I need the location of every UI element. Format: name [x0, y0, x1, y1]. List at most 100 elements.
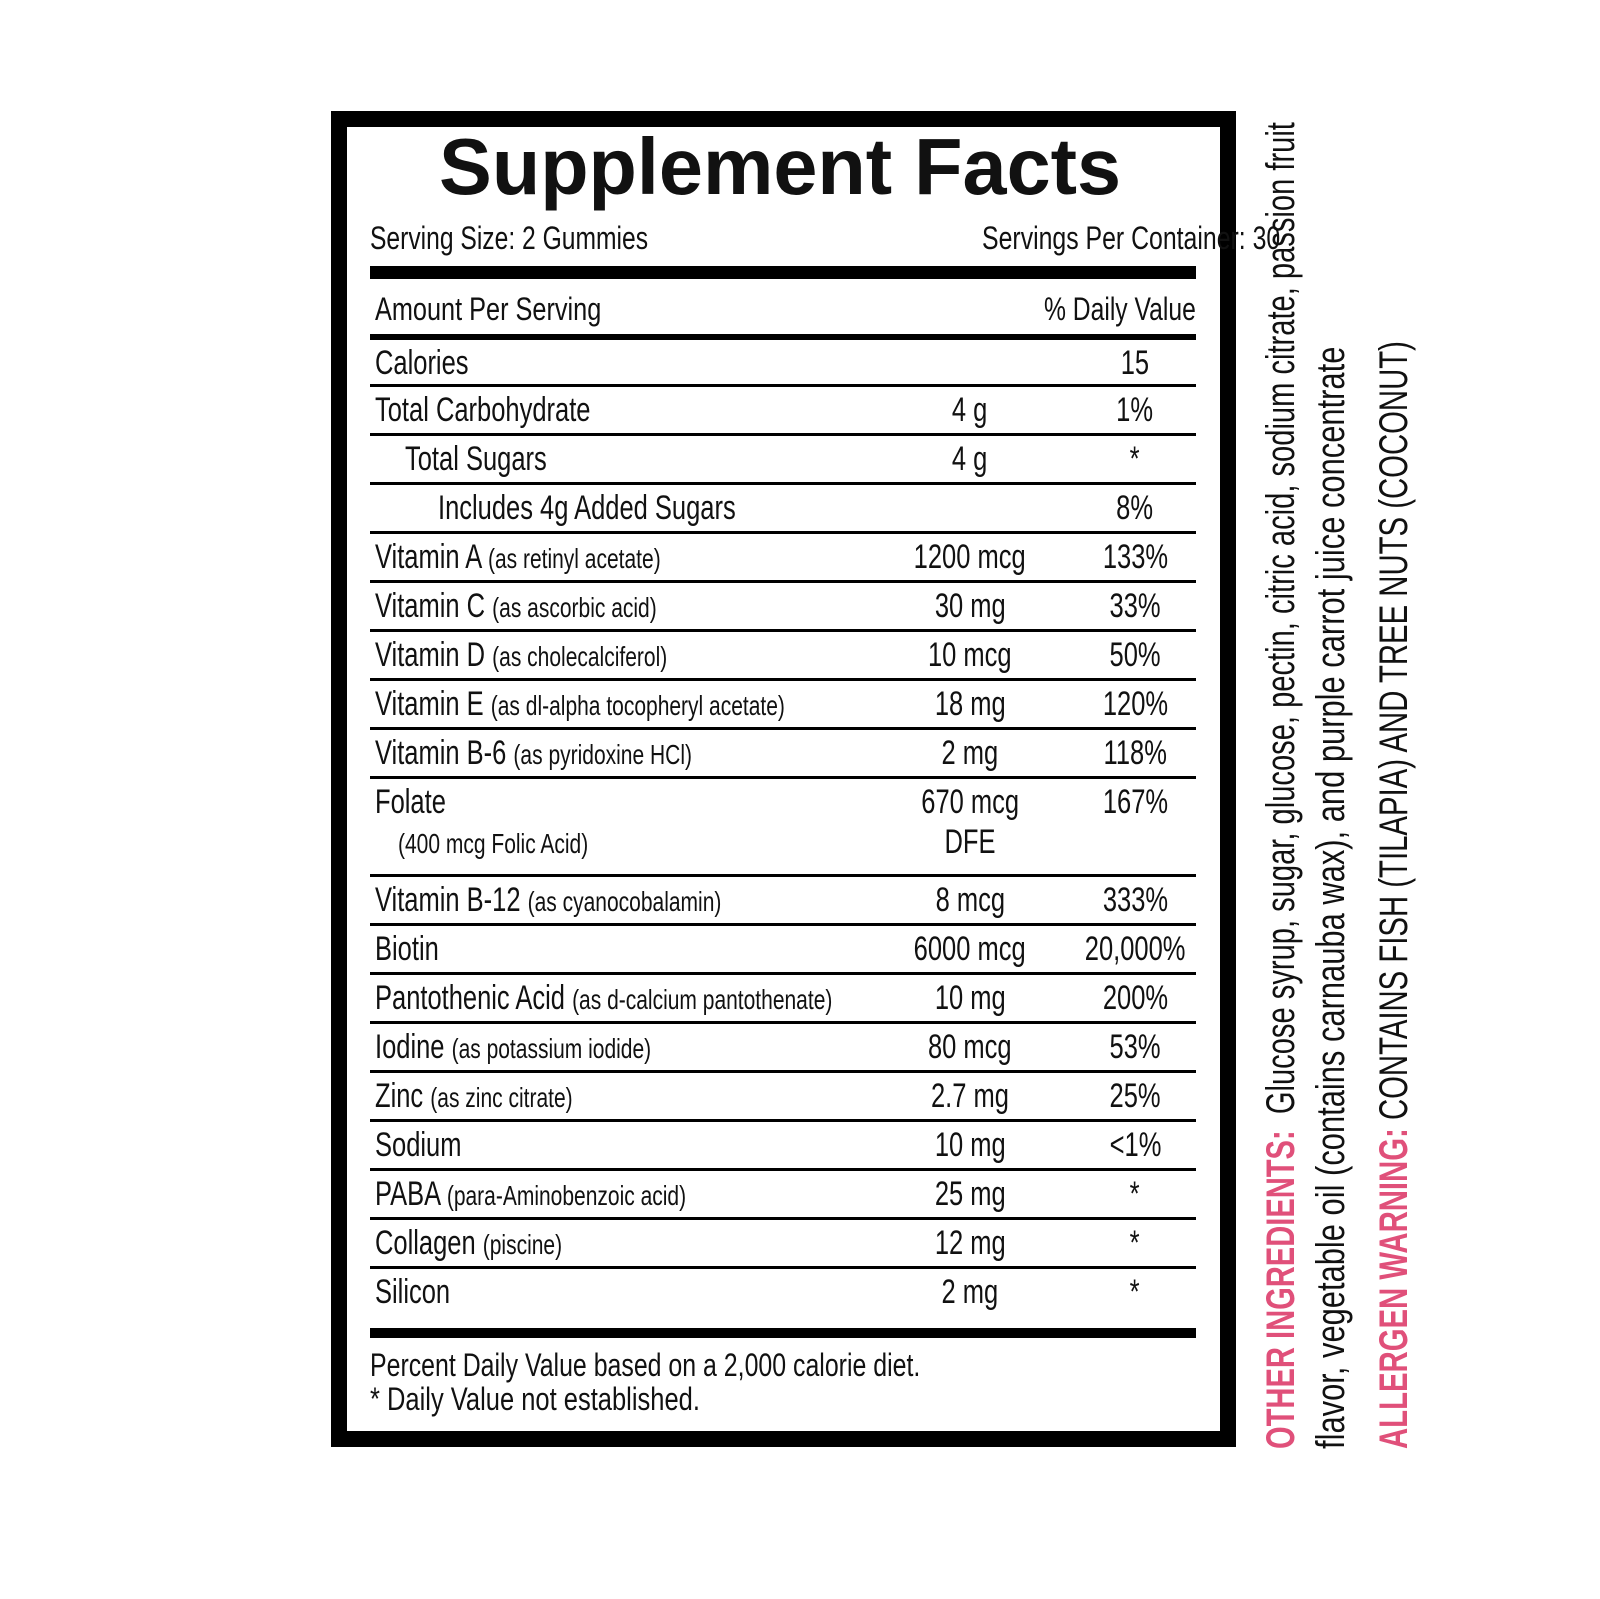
daily-value-percent: 200% — [1102, 979, 1168, 1017]
nutrient-name-text: Vitamin C — [375, 587, 486, 625]
amount-per-serving: 80 mcg — [928, 1028, 1012, 1066]
nutrient-row: Vitamin C (as ascorbic acid) 30 mg 33% — [370, 583, 1196, 632]
other-ingredients-label: OTHER INGREDIENTS: — [1259, 1130, 1303, 1449]
nutrient-row: Folate (400 mcg Folic Acid) 670 mcg DFE 167% — [370, 779, 1196, 877]
nutrient-name: Folate — [375, 782, 446, 822]
nutrient-row: Vitamin D (as cholecalciferol) 10 mcg 50% — [370, 632, 1196, 681]
nutrient-name-text: Silicon — [375, 1273, 451, 1311]
other-ingredients-text-2: flavor, vegetable oil (contains carnauba… — [1309, 346, 1353, 1449]
nutrient-name: Silicon — [375, 1272, 450, 1312]
nutrient-name: Sodium — [375, 1125, 461, 1165]
daily-value-percent: 8% — [1116, 489, 1154, 527]
daily-value-percent: * — [1130, 1224, 1140, 1262]
allergen-warning-text: CONTAINS FISH (TILAPIA) AND TREE NUTS (C… — [1372, 341, 1416, 1121]
nutrient-row: Total Carbohydrate 4 g 1% — [370, 387, 1196, 436]
nutrient-row: Vitamin E (as dl-alpha tocopheryl acetat… — [370, 681, 1196, 730]
nutrient-source: (as pyridoxine HCl) — [513, 739, 692, 770]
nutrient-name-text: Calories — [375, 344, 469, 382]
nutrient-name: Includes 4g Added Sugars — [438, 488, 736, 528]
amount-per-serving: 10 mcg — [928, 636, 1012, 674]
nutrient-source: (400 mcg Folic Acid) — [398, 828, 589, 859]
nutrient-name-text: Vitamin B-6 — [375, 734, 507, 772]
nutrient-name: Total Carbohydrate — [375, 390, 590, 430]
nutrient-name: Collagen (piscine) — [375, 1223, 562, 1265]
panel-title: Supplement Facts — [331, 122, 1236, 212]
daily-value-percent: 120% — [1102, 685, 1168, 723]
amount-per-serving: 1200 mcg — [913, 538, 1026, 576]
daily-value-percent: 133% — [1102, 538, 1168, 576]
amount-per-serving: 2 mg — [941, 734, 999, 772]
nutrient-source: (as ascorbic acid) — [492, 592, 657, 623]
nutrient-name-text: Vitamin A — [375, 538, 481, 576]
nutrient-row: Silicon 2 mg * — [370, 1269, 1196, 1321]
nutrient-source: (para-Aminobenzoic acid) — [446, 1180, 687, 1211]
nutrient-name: Vitamin C (as ascorbic acid) — [375, 586, 657, 628]
other-ingredients-text: Glucose syrup, sugar, glucose, pectin, c… — [1259, 122, 1303, 1115]
daily-value-percent: 333% — [1102, 881, 1168, 919]
nutrient-name-text: Iodine — [375, 1028, 445, 1066]
footnote-1: Percent Daily Value based on a 2,000 cal… — [370, 1347, 921, 1383]
amount-per-serving: 8 mcg — [935, 881, 1005, 919]
amount-per-serving: 4 g — [952, 440, 988, 478]
daily-value-percent: 25% — [1109, 1077, 1161, 1115]
allergen-warning-label: ALLERGEN WARNING: — [1372, 1128, 1416, 1449]
nutrient-row: Sodium 10 mg <1% — [370, 1122, 1196, 1171]
amount-per-serving-label: Amount Per Serving — [375, 289, 661, 329]
nutrient-source: (piscine) — [482, 1229, 563, 1260]
nutrient-name-text: Vitamin E — [375, 685, 484, 723]
daily-value-percent: * — [1130, 1273, 1140, 1311]
nutrient-name-text: Vitamin B-12 — [375, 881, 521, 919]
footnote-not-established: * Daily Value not established. — [370, 1382, 784, 1416]
amount-per-serving-text: Amount Per Serving — [375, 291, 602, 327]
allergen-warning: ALLERGEN WARNING: CONTAINS FISH (TILAPIA… — [1371, 0, 1417, 1449]
amount-per-serving: 10 mg — [934, 1126, 1006, 1164]
nutrient-source: (as retinyl acetate) — [487, 543, 661, 574]
nutrient-name-text: Zinc — [375, 1077, 424, 1115]
footnote-2: * Daily Value not established. — [370, 1381, 700, 1417]
nutrient-row: PABA (para-Aminobenzoic acid) 25 mg * — [370, 1171, 1196, 1220]
daily-value-percent: 15 — [1120, 344, 1150, 382]
nutrient-row: Vitamin A (as retinyl acetate) 1200 mcg 13… — [370, 534, 1196, 583]
nutrient-name: Pantothenic Acid (as d-calcium pantothen… — [375, 978, 832, 1020]
thick-divider — [370, 266, 1196, 279]
amount-per-serving: 18 mg — [934, 685, 1006, 723]
nutrient-source: (as d-calcium pantothenate) — [572, 984, 833, 1015]
amount-per-serving: 12 mg — [934, 1224, 1006, 1262]
nutrient-name-text: Folate — [375, 783, 446, 821]
amount-per-serving: 4 g — [952, 391, 988, 429]
nutrient-row: Biotin 6000 mcg 20,000% — [370, 926, 1196, 975]
daily-value-label: % Daily Value — [996, 289, 1196, 329]
daily-value-percent: 167% — [1102, 783, 1168, 821]
nutrient-source: (as potassium iodide) — [451, 1033, 652, 1064]
medium-divider — [370, 334, 1196, 340]
servings-per-container: Servings Per Container: 30 — [896, 218, 1280, 258]
nutrient-name-text: Collagen — [375, 1224, 476, 1262]
nutrient-name: Vitamin B-6 (as pyridoxine HCl) — [375, 733, 692, 775]
amount-per-serving: 10 mg — [934, 979, 1006, 1017]
daily-value-percent: 118% — [1103, 734, 1167, 772]
nutrient-name: Iodine (as potassium iodide) — [375, 1027, 651, 1069]
nutrient-name: Zinc (as zinc citrate) — [375, 1076, 573, 1118]
nutrient-name: Calories — [375, 343, 469, 383]
daily-value-percent: 50% — [1109, 636, 1161, 674]
nutrient-row: Pantothenic Acid (as d-calcium pantothen… — [370, 975, 1196, 1024]
daily-value-percent: 33% — [1109, 587, 1161, 625]
amount-per-serving: 6000 mcg — [913, 930, 1026, 968]
amount-per-serving: 2.7 mg — [931, 1077, 1009, 1115]
daily-value-text: % Daily Value — [1044, 291, 1196, 327]
nutrient-name-text: Total Sugars — [405, 440, 547, 478]
title-text: Supplement Facts — [438, 122, 1122, 211]
nutrient-row: Calories 15 — [370, 340, 1196, 387]
thick-divider-bottom — [370, 1328, 1196, 1338]
nutrient-name-text: Includes 4g Added Sugars — [438, 489, 736, 527]
daily-value-percent: 20,000% — [1084, 930, 1186, 968]
footnote-daily-value: Percent Daily Value based on a 2,000 cal… — [370, 1348, 1077, 1382]
nutrient-row: Collagen (piscine) 12 mg * — [370, 1220, 1196, 1269]
nutrient-name: Vitamin D (as cholecalciferol) — [375, 635, 667, 677]
nutrient-name: Vitamin B-12 (as cyanocobalamin) — [375, 880, 721, 922]
nutrient-row: Total Sugars 4 g * — [370, 436, 1196, 485]
nutrient-row: Zinc (as zinc citrate) 2.7 mg 25% — [370, 1073, 1196, 1122]
amount-per-serving: 25 mg — [934, 1175, 1006, 1213]
daily-value-percent: * — [1130, 440, 1140, 478]
servings-per-container-text: Servings Per Container: 30 — [982, 220, 1281, 256]
